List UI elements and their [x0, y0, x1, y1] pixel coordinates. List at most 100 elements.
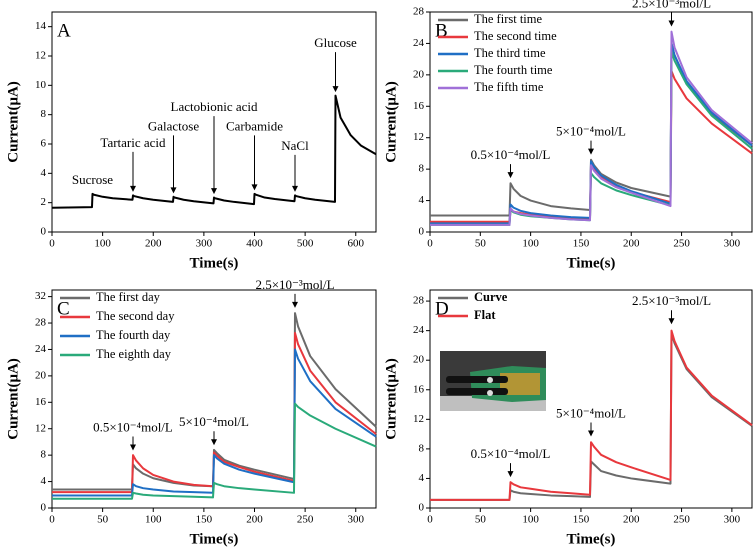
- y-axis-title: Current(μA): [5, 81, 21, 163]
- y-tick-label: 8: [419, 163, 425, 175]
- y-tick-label: 12: [35, 50, 46, 62]
- x-tick-label: 250: [297, 514, 314, 526]
- x-tick-label: 50: [97, 514, 109, 526]
- x-tick-label: 200: [623, 238, 640, 250]
- legend-label: The fourth day: [96, 328, 171, 342]
- series-line: [51, 94, 377, 209]
- annotation-arrowhead: [251, 184, 258, 191]
- y-tick-label: 20: [35, 369, 47, 381]
- x-tick-label: 150: [196, 514, 213, 526]
- x-tick-label: 400: [246, 238, 263, 250]
- legend-label: The first day: [96, 290, 161, 304]
- y-tick-label: 8: [41, 108, 47, 120]
- x-axis-title: Time(s): [190, 255, 239, 271]
- annotation-arrowhead: [507, 172, 514, 179]
- y-tick-label: 24: [413, 37, 425, 49]
- series-line: [52, 348, 377, 497]
- annotation-label: 0.5×10⁻⁴mol/L: [471, 446, 551, 461]
- legend-label: The eighth day: [96, 347, 172, 361]
- legend-label: Curve: [474, 290, 508, 304]
- x-tick-label: 50: [475, 514, 487, 526]
- annotation-label: Carbamide: [226, 118, 283, 133]
- plot-frame: [429, 11, 753, 233]
- y-tick-label: 16: [35, 396, 47, 408]
- plot-frame: [429, 289, 753, 509]
- panel: 0 4 8 12 16 20 24 28 32 0 50 100 150 200 250 300 Time(s)…: [5, 277, 377, 547]
- legend-label: The fourth time: [474, 63, 553, 77]
- panel-letter: C: [57, 298, 70, 319]
- series-line: [52, 402, 377, 500]
- annotation-label: 0.5×10⁻⁴mol/L: [93, 419, 173, 434]
- annotation-label: 2.5×10⁻³mol/L: [632, 293, 711, 308]
- x-tick-label: 600: [348, 238, 365, 250]
- legend-label: The third time: [474, 46, 546, 60]
- y-tick-label: 20: [413, 68, 425, 80]
- y-tick-label: 8: [419, 442, 425, 454]
- inset-photo-pin: [487, 377, 493, 383]
- inset-photo-film: [500, 373, 540, 395]
- annotation-arrowhead: [292, 301, 298, 308]
- inset-photo-clip: [446, 388, 508, 395]
- x-tick-label: 100: [145, 514, 162, 526]
- legend-label: Flat: [474, 308, 496, 322]
- y-tick-label: 4: [419, 472, 425, 484]
- series-line: [430, 329, 753, 501]
- x-tick-label: 300: [348, 514, 365, 526]
- annotation-label: 0.5×10⁻⁴mol/L: [471, 147, 551, 162]
- y-tick-label: 0: [41, 502, 47, 514]
- series-line: [52, 331, 377, 494]
- inset-photo: [440, 351, 546, 411]
- x-tick-label: 300: [724, 514, 741, 526]
- x-tick-label: 0: [427, 514, 433, 526]
- annotation-arrowhead: [332, 86, 339, 93]
- inset-photo-pin: [487, 390, 493, 396]
- plot-frame: [51, 289, 377, 509]
- y-tick-label: 10: [35, 79, 47, 91]
- annotation-label: Tartaric acid: [100, 135, 166, 150]
- annotation-label: 5×10⁻⁴mol/L: [556, 124, 626, 139]
- y-tick-label: 2: [41, 196, 47, 208]
- annotation-arrowhead: [211, 188, 217, 195]
- x-axis-title: Time(s): [190, 531, 239, 547]
- y-tick-label: 12: [413, 413, 424, 425]
- legend-label: The second day: [96, 309, 175, 323]
- x-axis-title: Time(s): [567, 531, 616, 547]
- annotation-label: 2.5×10⁻³mol/L: [255, 277, 334, 292]
- annotation-label: 2.5×10⁻³mol/L: [632, 0, 711, 10]
- series-line: [430, 30, 753, 226]
- x-tick-label: 300: [196, 238, 213, 250]
- y-axis-title: Current(μA): [383, 358, 399, 440]
- x-tick-label: 0: [49, 238, 55, 250]
- panel: 0 2 4 6 8 10 12 14 0 100 200 300 400 500 600 Time(s) Cur…: [5, 11, 377, 271]
- x-tick-label: 200: [246, 514, 263, 526]
- x-tick-label: 0: [427, 238, 433, 250]
- x-tick-label: 100: [522, 238, 539, 250]
- legend-label: The first time: [474, 12, 542, 26]
- y-tick-label: 28: [413, 6, 425, 18]
- inset-photo-clip: [446, 376, 508, 383]
- annotation-label: NaCl: [281, 138, 309, 153]
- y-tick-label: 14: [35, 20, 47, 32]
- series-line: [430, 42, 753, 225]
- y-tick-label: 24: [35, 343, 47, 355]
- y-tick-label: 32: [35, 290, 46, 302]
- panel: 0 4 8 12 16 20 24 28 0 50 100 150 200 250 300 Time(s) Cu…: [383, 289, 753, 547]
- x-tick-label: 50: [475, 238, 487, 250]
- annotation-label: Galactose: [148, 118, 199, 133]
- annotation-label: 5×10⁻⁴mol/L: [179, 414, 249, 429]
- annotation-arrowhead: [507, 471, 514, 478]
- y-tick-label: 6: [41, 138, 47, 150]
- annotation-arrowhead: [588, 148, 594, 155]
- y-tick-label: 4: [41, 167, 47, 179]
- annotation-arrowhead: [668, 20, 675, 27]
- y-tick-label: 0: [41, 226, 47, 238]
- plot-frame: [51, 11, 377, 233]
- x-tick-label: 200: [623, 514, 640, 526]
- x-tick-label: 150: [573, 514, 590, 526]
- y-axis-title: Current(μA): [5, 358, 21, 440]
- annotation-arrowhead: [588, 430, 594, 437]
- x-tick-label: 0: [49, 514, 55, 526]
- y-tick-label: 0: [419, 226, 425, 238]
- y-axis-title: Current(μA): [383, 81, 399, 163]
